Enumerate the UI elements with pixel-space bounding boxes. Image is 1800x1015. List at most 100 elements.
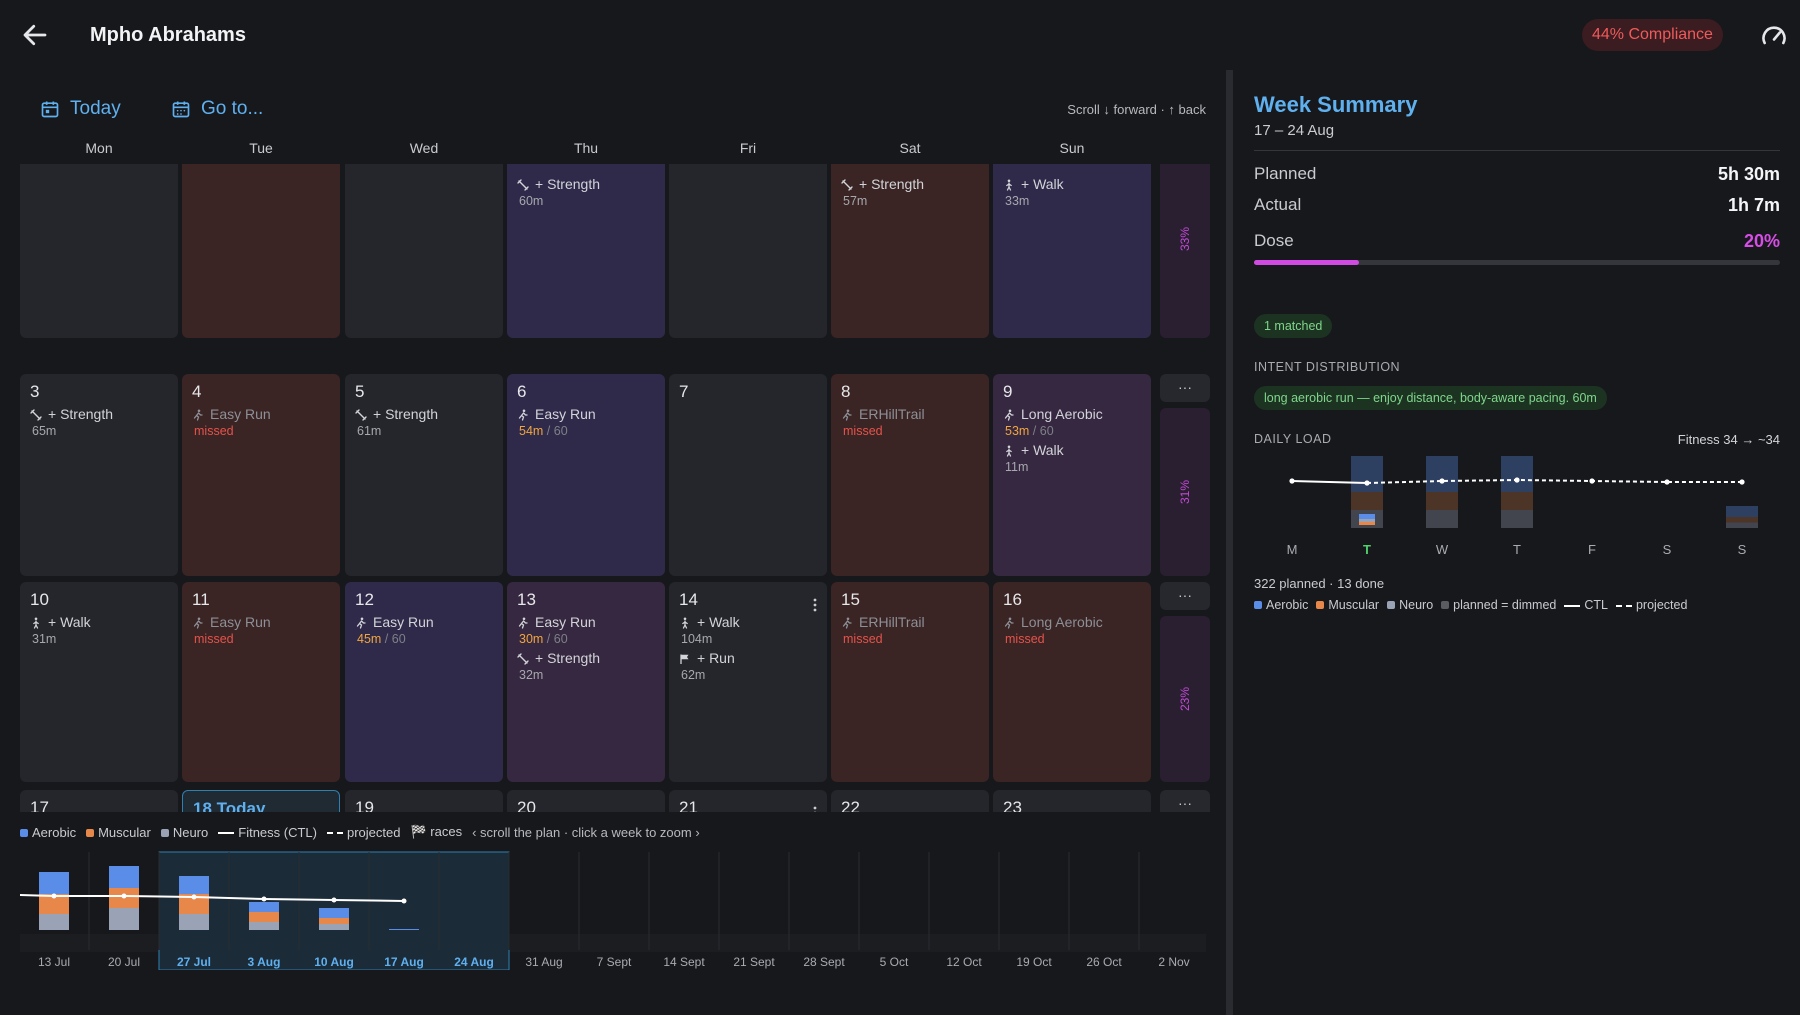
workout-item[interactable]: + Walk: [30, 614, 168, 630]
walk-icon: [1003, 178, 1015, 191]
timeline-week-label[interactable]: 27 Jul: [177, 955, 211, 969]
calendar-day-cell[interactable]: 22ERHillTrail 90m: [831, 790, 989, 812]
day-number: 11: [192, 590, 210, 609]
calendar-day-cell[interactable]: 9 Long Aerobic 53m / 60 + Walk 11m: [993, 374, 1151, 576]
calendar-day-cell[interactable]: [345, 164, 503, 338]
timeline-week-label[interactable]: 10 Aug: [314, 955, 354, 969]
ctl-point: [1514, 477, 1520, 483]
calendar-day-cell[interactable]: [182, 164, 340, 338]
workout-item[interactable]: Easy Run: [355, 614, 493, 630]
timeline-week-label[interactable]: 7 Sept: [597, 955, 632, 969]
calendar-day-cell[interactable]: 6 Easy Run 54m / 60: [507, 374, 665, 576]
calendar-day-cell[interactable]: + Strength 60m: [507, 164, 665, 338]
timeline-week-label[interactable]: 19 Oct: [1016, 955, 1052, 969]
calendar-day-cell[interactable]: 19Easy Run 60m: [345, 790, 503, 812]
workout-item[interactable]: Easy Run: [192, 614, 330, 630]
daily-load-caption: DAILY LOAD: [1254, 432, 1332, 446]
calendar-day-cell[interactable]: + Walk 33m: [993, 164, 1151, 338]
more-vert-icon[interactable]: [813, 598, 817, 612]
top-bar: Mpho Abrahams 44% Compliance: [0, 0, 1800, 70]
day-of-week-tue: Tue: [249, 140, 273, 156]
day-number: 5: [355, 382, 365, 401]
day-number: 20: [517, 798, 536, 812]
calendar-day-cell[interactable]: 4 Easy Run missed: [182, 374, 340, 576]
workout-item[interactable]: ERHillTrail: [841, 406, 979, 422]
actual-row: Actual 1h 7m: [1254, 195, 1780, 216]
calendar-day-cell[interactable]: 11 Easy Run missed: [182, 582, 340, 782]
day-number: 13: [517, 590, 536, 609]
workout-item[interactable]: Long Aerobic: [1003, 406, 1141, 422]
calendar-day-cell[interactable]: 12 Easy Run 45m / 60: [345, 582, 503, 782]
workout-item[interactable]: + Walk: [1003, 176, 1141, 192]
workout-item[interactable]: + Walk: [679, 614, 817, 630]
calendar-day-cell[interactable]: 16 Long Aerobic missed: [993, 582, 1151, 782]
planned-load-bar: [1351, 456, 1383, 492]
calendar-day-cell[interactable]: + Strength 57m: [831, 164, 989, 338]
calendar-day-cell[interactable]: 23Long Aerobic 60m: [993, 790, 1151, 812]
calendar-day-cell[interactable]: 7: [669, 374, 827, 576]
week-more-button[interactable]: ···: [1160, 374, 1210, 402]
calendar-day-cell[interactable]: 13 Easy Run 30m / 60 + Strength 32m: [507, 582, 665, 782]
timeline-load-bar-neuro: [39, 914, 69, 930]
workout-item[interactable]: + Strength: [355, 406, 493, 422]
timeline-week-label[interactable]: 24 Aug: [454, 955, 494, 969]
week-compliance-bar: 33%: [1160, 164, 1210, 338]
timeline-week-label[interactable]: 12 Oct: [946, 955, 982, 969]
calendar-day-cell[interactable]: 14 + Walk 104m + Run 62m: [669, 582, 827, 782]
day-number: 9: [1003, 382, 1013, 401]
workout-duration: 60m: [519, 194, 544, 208]
ctl-point: [1439, 478, 1445, 484]
workout-item[interactable]: Easy Run: [517, 614, 655, 630]
calendar-day-cell[interactable]: 3 + Strength 65m: [20, 374, 178, 576]
timeline-week-label[interactable]: 2 Nov: [1158, 955, 1189, 969]
timeline-week-label[interactable]: 21 Sept: [733, 955, 775, 969]
workout-item[interactable]: Easy Run: [192, 406, 330, 422]
back-arrow-icon[interactable]: [20, 20, 50, 50]
calendar-day-cell[interactable]: 17: [20, 790, 178, 812]
calendar-day-cell[interactable]: [669, 164, 827, 338]
workout-item[interactable]: + Walk: [1003, 442, 1141, 458]
ctl-point: [51, 893, 57, 899]
gauge-icon[interactable]: [1760, 22, 1788, 50]
workout-item[interactable]: + Strength: [30, 406, 168, 422]
today-button[interactable]: Today: [40, 98, 121, 120]
workout-item[interactable]: Long Aerobic: [1003, 614, 1141, 630]
workout-item[interactable]: + Strength: [517, 650, 655, 666]
workout-item[interactable]: + Run: [679, 650, 817, 666]
intent-caption: INTENT DISTRIBUTION: [1254, 360, 1401, 374]
projected-ctl-line: [1366, 478, 1742, 484]
week-more-button[interactable]: ···: [1160, 790, 1210, 812]
calendar-day-cell[interactable]: 5 + Strength 61m: [345, 374, 503, 576]
goto-button[interactable]: Go to...: [171, 98, 263, 120]
workout-item[interactable]: Easy Run: [517, 406, 655, 422]
timeline-week-label[interactable]: 28 Sept: [803, 955, 845, 969]
timeline-week-label[interactable]: 20 Jul: [108, 955, 140, 969]
timeline-week-label[interactable]: 13 Jul: [38, 955, 70, 969]
more-vert-icon[interactable]: [813, 806, 817, 812]
calendar-day-cell[interactable]: 10 + Walk 31m: [20, 582, 178, 782]
ctl-point: [261, 896, 267, 902]
workout-item[interactable]: ERHillTrail: [841, 614, 979, 630]
intent-pill: long aerobic run — enjoy distance, body-…: [1254, 386, 1607, 410]
timeline-week-label[interactable]: 3 Aug: [248, 955, 281, 969]
timeline-week-label[interactable]: 26 Oct: [1086, 955, 1122, 969]
timeline-week-label[interactable]: 17 Aug: [384, 955, 424, 969]
timeline-week-label[interactable]: 14 Sept: [663, 955, 705, 969]
timeline-week-label[interactable]: 31 Aug: [525, 955, 562, 969]
workout-item[interactable]: + Strength: [841, 176, 979, 192]
calendar-day-cell[interactable]: 15 ERHillTrail missed: [831, 582, 989, 782]
week-more-button[interactable]: ···: [1160, 582, 1210, 610]
calendar-day-cell[interactable]: 21: [669, 790, 827, 812]
calendar-grid[interactable]: + Strength 60m + Strength 57m + Walk 33m 33% 3 +…: [0, 164, 1220, 812]
calendar-day-cell[interactable]: 8 ERHillTrail missed: [831, 374, 989, 576]
planned-row: Planned 5h 30m: [1254, 164, 1780, 185]
panel-divider[interactable]: [1226, 70, 1233, 1015]
calendar-day-cell[interactable]: 18 TodayEasy Run67m / 60: [182, 790, 340, 812]
legend-aerobic: Aerobic: [1254, 598, 1308, 612]
season-timeline[interactable]: 13 Jul 20 Jul 27 Jul 3 Aug 10 Aug 17 Aug 24 Au…: [20, 850, 1206, 970]
timeline-week-label[interactable]: 5 Oct: [880, 955, 909, 969]
workout-item[interactable]: + Strength: [517, 176, 655, 192]
legend-muscular: Muscular: [86, 825, 151, 840]
calendar-day-cell[interactable]: [20, 164, 178, 338]
calendar-day-cell[interactable]: 20Easy Run 60m: [507, 790, 665, 812]
